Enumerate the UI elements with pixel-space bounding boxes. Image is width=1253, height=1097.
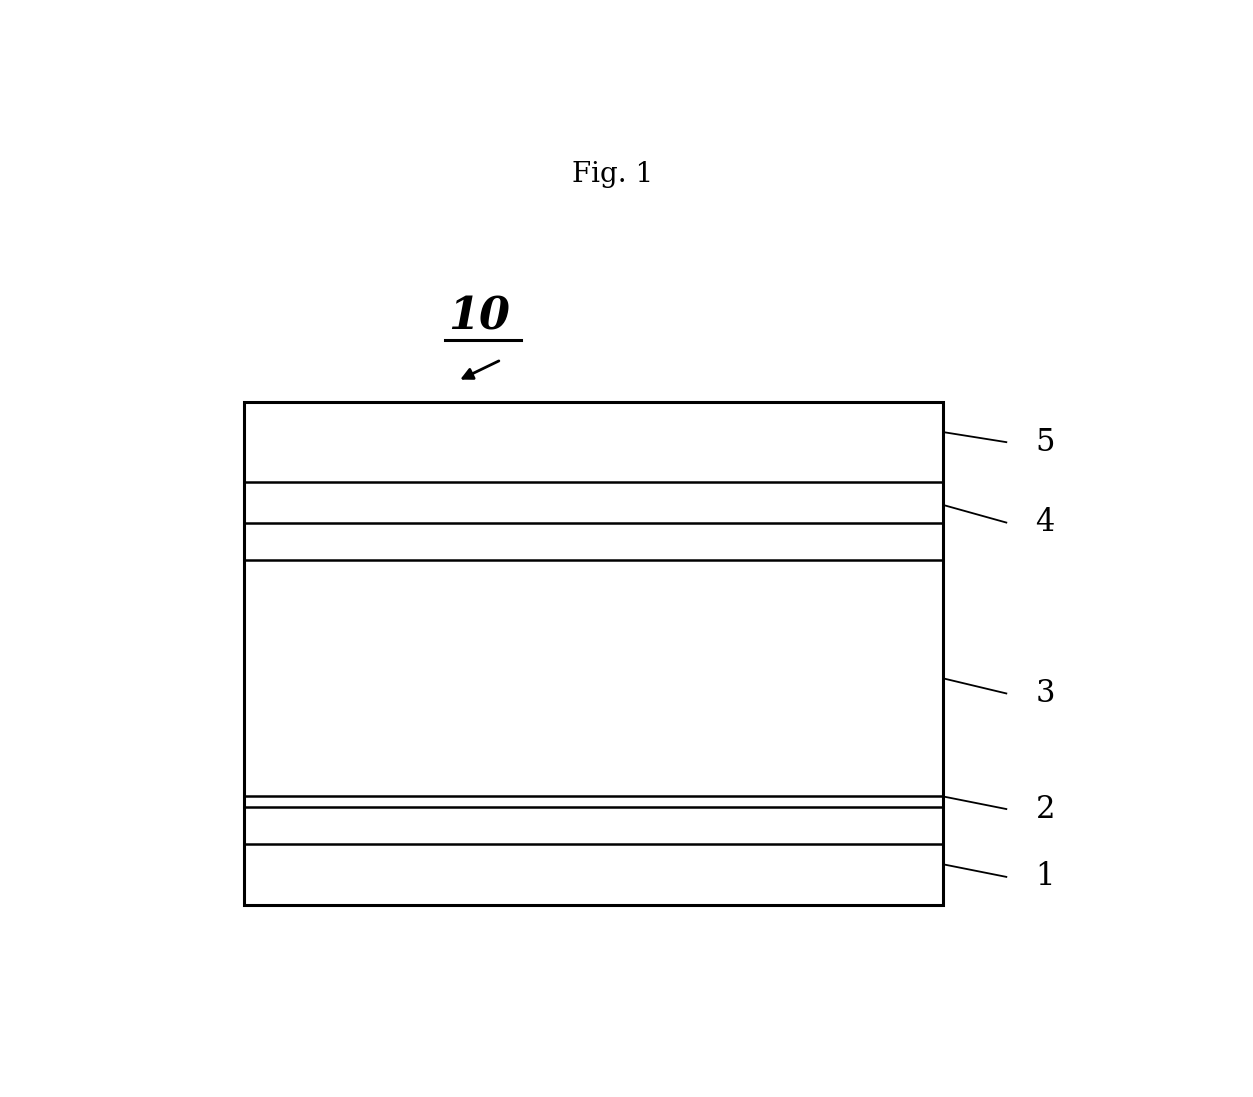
Text: 10: 10: [449, 295, 510, 339]
Text: 4: 4: [1035, 507, 1055, 538]
Text: 2: 2: [1035, 793, 1055, 825]
Text: 1: 1: [1035, 861, 1055, 892]
Text: 3: 3: [1035, 678, 1055, 709]
Bar: [244, 402, 944, 905]
Text: 5: 5: [1035, 427, 1055, 457]
Text: Fig. 1: Fig. 1: [573, 161, 654, 189]
